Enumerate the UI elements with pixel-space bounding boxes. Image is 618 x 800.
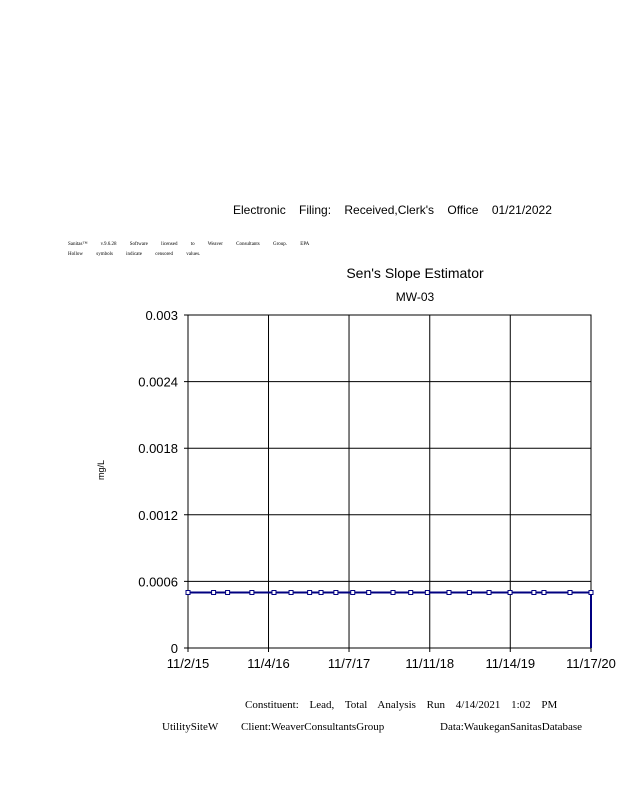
x-tick-label: 11/14/19 bbox=[485, 656, 535, 671]
chart-subtitle: MW-03 bbox=[395, 290, 435, 304]
y-tick-label: 0.003 bbox=[145, 308, 178, 323]
data-point bbox=[333, 590, 339, 595]
chart-title: Sen's Slope Estimator bbox=[346, 265, 484, 281]
data-point bbox=[424, 590, 430, 595]
data-point bbox=[225, 590, 231, 595]
filing-stamp: Electronic Filing: Received,Clerk's Offi… bbox=[233, 203, 552, 217]
data-point bbox=[446, 590, 452, 595]
data-point bbox=[211, 590, 217, 595]
data-point bbox=[466, 590, 472, 595]
data-point bbox=[390, 590, 396, 595]
x-tick-label: 11/4/16 bbox=[247, 656, 289, 671]
data-point bbox=[408, 590, 414, 595]
x-tick-label: 11/17/20 bbox=[566, 656, 616, 671]
x-tick-label: 11/7/17 bbox=[328, 656, 370, 671]
data-point bbox=[541, 590, 547, 595]
data-point bbox=[307, 590, 313, 595]
y-tick-label: 0 bbox=[171, 641, 178, 656]
footer-data: Data:WaukeganSanitasDatabase bbox=[440, 721, 583, 733]
data-point bbox=[366, 590, 372, 595]
license-line: Sanitas™ v.9.6.28 Software licensed to W… bbox=[68, 242, 310, 247]
y-tick-label: 0.0018 bbox=[138, 441, 178, 456]
y-tick-label: 0.0006 bbox=[138, 574, 178, 589]
data-point bbox=[350, 590, 356, 595]
data-point bbox=[531, 590, 537, 595]
data-point bbox=[318, 590, 324, 595]
footer-client: Client:WeaverConsultantsGroup bbox=[241, 721, 385, 733]
x-tick-label: 11/2/15 bbox=[167, 656, 209, 671]
data-point bbox=[271, 590, 277, 595]
y-tick-label: 0.0012 bbox=[138, 508, 178, 523]
data-point bbox=[588, 590, 594, 595]
legend-note: Hollow symbols indicate censored values. bbox=[68, 252, 201, 257]
footer-constituent: Constituent: Lead, Total Analysis Run 4/… bbox=[245, 699, 558, 711]
y-tick-label: 0.0024 bbox=[138, 375, 178, 390]
x-tick-label: 11/11/18 bbox=[405, 656, 454, 671]
data-point bbox=[288, 590, 294, 595]
plot-frame bbox=[187, 314, 592, 649]
data-point bbox=[507, 590, 513, 595]
data-point bbox=[567, 590, 573, 595]
data-point bbox=[185, 590, 191, 595]
footer-site: UtilitySiteW bbox=[162, 721, 219, 733]
data-point bbox=[249, 590, 255, 595]
data-point bbox=[486, 590, 492, 595]
